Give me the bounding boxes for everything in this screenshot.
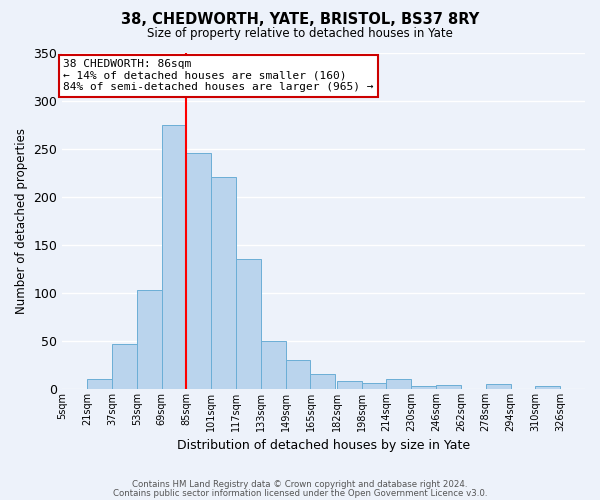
Bar — [286, 360, 310, 389]
Bar — [535, 386, 560, 389]
Bar — [386, 380, 411, 389]
Text: Contains HM Land Registry data © Crown copyright and database right 2024.: Contains HM Land Registry data © Crown c… — [132, 480, 468, 489]
Bar — [187, 154, 211, 389]
Text: Contains public sector information licensed under the Open Government Licence v3: Contains public sector information licen… — [113, 490, 487, 498]
Bar — [486, 384, 511, 389]
Text: 38 CHEDWORTH: 86sqm
← 14% of detached houses are smaller (160)
84% of semi-detac: 38 CHEDWORTH: 86sqm ← 14% of detached ho… — [63, 59, 374, 92]
Bar — [211, 178, 236, 389]
Bar — [161, 124, 187, 389]
Bar — [137, 290, 161, 389]
Text: 38, CHEDWORTH, YATE, BRISTOL, BS37 8RY: 38, CHEDWORTH, YATE, BRISTOL, BS37 8RY — [121, 12, 479, 28]
Bar — [236, 259, 261, 389]
Bar — [337, 382, 362, 389]
Bar — [87, 380, 112, 389]
Bar — [362, 383, 386, 389]
Bar — [112, 344, 137, 389]
Bar — [411, 386, 436, 389]
Text: Size of property relative to detached houses in Yate: Size of property relative to detached ho… — [147, 28, 453, 40]
Bar — [436, 385, 461, 389]
X-axis label: Distribution of detached houses by size in Yate: Distribution of detached houses by size … — [177, 440, 470, 452]
Bar — [310, 374, 335, 389]
Bar — [261, 341, 286, 389]
Y-axis label: Number of detached properties: Number of detached properties — [15, 128, 28, 314]
